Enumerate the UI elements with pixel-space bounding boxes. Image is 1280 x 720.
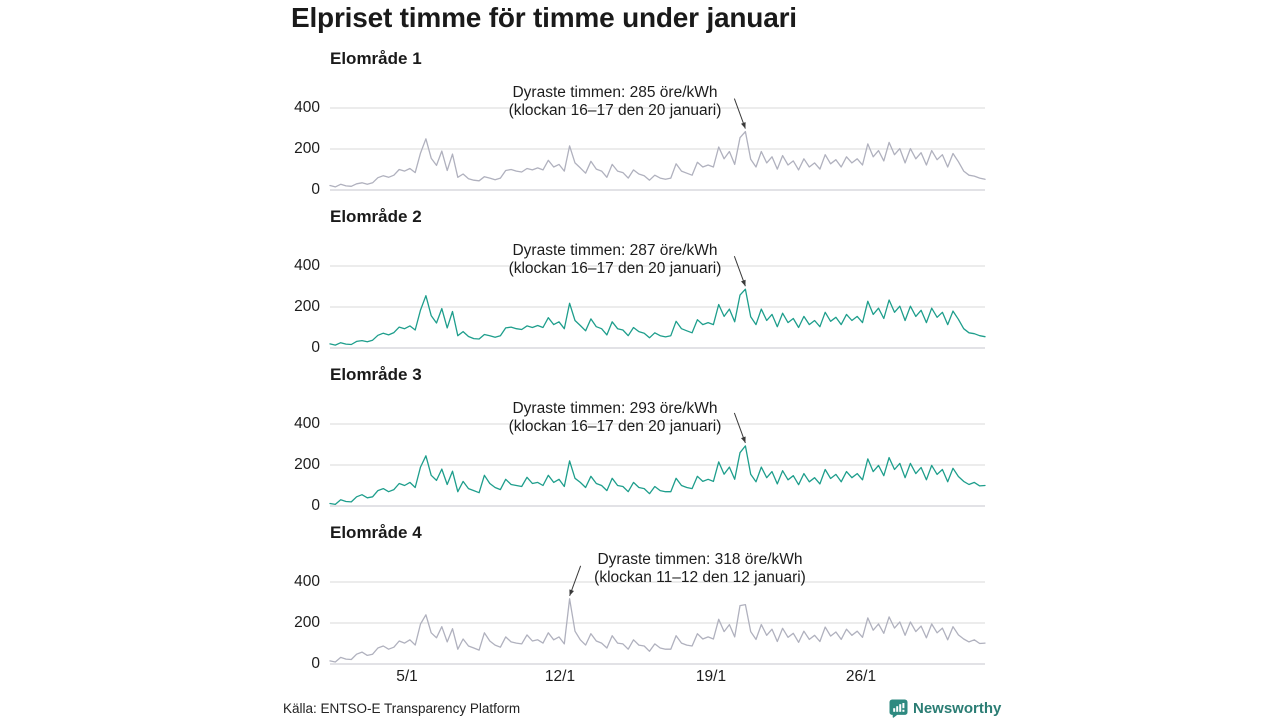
panel-title-elomrade-3: Elområde 3 (330, 365, 422, 384)
y-tick-400: 400 (294, 257, 320, 274)
y-tick-400: 400 (294, 415, 320, 432)
annotation-line-2: (klockan 11–12 den 12 januari) (594, 569, 806, 586)
line-chart-elomrade-4 (329, 565, 986, 665)
chart-panel-elomrade-4: Elområde 4 400 200 0 Dyraste timmen: 318… (0, 520, 1280, 678)
x-tick-5-1: 5/1 (396, 668, 418, 685)
annotation-line-1: Dyraste timmen: 285 öre/kWh (512, 84, 718, 101)
chart-panel-elomrade-1: Elområde 1 400 200 0 Dyraste timmen: 285… (0, 46, 1280, 204)
peak-annotation: Dyraste timmen: 285 öre/kWh (klockan 16–… (450, 84, 780, 120)
source-note: Källa: ENTSO-E Transparency Platform (283, 701, 521, 716)
y-tick-200: 200 (294, 456, 320, 473)
peak-annotation: Dyraste timmen: 287 öre/kWh (klockan 16–… (450, 242, 780, 278)
y-tick-0: 0 (311, 655, 320, 672)
y-tick-200: 200 (294, 140, 320, 157)
line-chart-elomrade-1 (329, 98, 986, 191)
chart-panel-elomrade-3: Elområde 3 400 200 0 Dyraste timmen: 293… (0, 362, 1280, 520)
y-tick-0: 0 (311, 497, 320, 514)
line-chart-elomrade-3 (329, 412, 986, 507)
newsworthy-brand-name: Newsworthy (913, 699, 1002, 717)
y-tick-0: 0 (311, 181, 320, 198)
y-tick-400: 400 (294, 573, 320, 590)
panel-title-elomrade-4: Elområde 4 (330, 523, 422, 542)
page-title: Elpriset timme för timme under januari (291, 2, 797, 33)
newsworthy-brand: Newsworthy (889, 697, 1001, 719)
annotation-line-1: Dyraste timmen: 287 öre/kWh (512, 242, 718, 259)
panel-title-elomrade-1: Elområde 1 (330, 49, 422, 68)
annotation-line-2: (klockan 16–17 den 20 januari) (508, 102, 722, 119)
y-tick-200: 200 (294, 298, 320, 315)
annotation-line-1: Dyraste timmen: 318 öre/kWh (597, 551, 803, 568)
annotation-line-2: (klockan 16–17 den 20 januari) (508, 418, 722, 435)
x-tick-26-1: 26/1 (845, 668, 877, 685)
peak-annotation: Dyraste timmen: 293 öre/kWh (klockan 16–… (450, 400, 780, 436)
newsworthy-logo-icon (889, 699, 908, 718)
peak-annotation: Dyraste timmen: 318 öre/kWh (klockan 11–… (540, 551, 860, 587)
y-tick-400: 400 (294, 99, 320, 116)
annotation-line-2: (klockan 16–17 den 20 januari) (508, 260, 722, 277)
chart-panel-elomrade-2: Elområde 2 400 200 0 Dyraste timmen: 287… (0, 204, 1280, 362)
x-tick-12-1: 12/1 (544, 668, 576, 685)
y-tick-200: 200 (294, 614, 320, 631)
y-tick-0: 0 (311, 339, 320, 356)
annotation-line-1: Dyraste timmen: 293 öre/kWh (512, 400, 718, 417)
x-tick-19-1: 19/1 (695, 668, 727, 685)
line-chart-elomrade-2 (329, 255, 986, 349)
panel-title-elomrade-2: Elområde 2 (330, 207, 422, 226)
